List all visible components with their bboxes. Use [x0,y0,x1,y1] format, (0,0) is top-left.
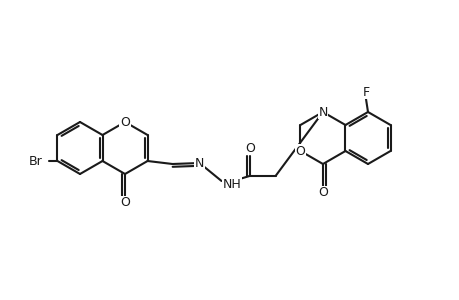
Text: F: F [362,85,369,98]
Text: Br: Br [28,154,42,167]
Text: O: O [120,116,130,128]
Text: N: N [195,157,204,169]
Text: N: N [318,106,327,118]
Text: O: O [245,142,255,154]
Text: O: O [295,145,305,158]
Text: O: O [317,187,327,200]
Text: O: O [120,196,130,209]
Text: NH: NH [222,178,241,190]
